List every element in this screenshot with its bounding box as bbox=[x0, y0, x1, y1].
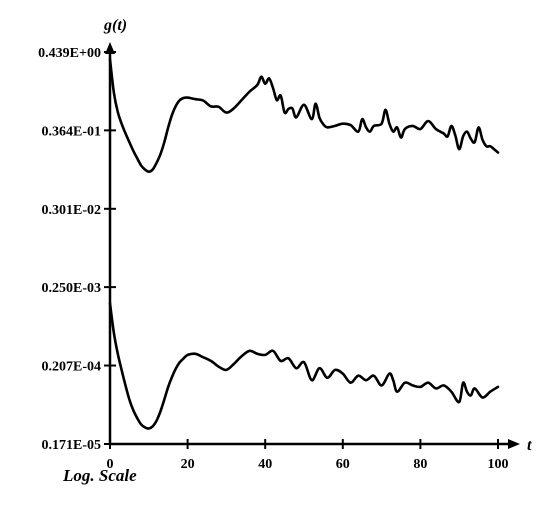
x-tick-label: 0 bbox=[107, 457, 114, 472]
y-tick-label: 0.301E-02 bbox=[42, 203, 102, 218]
x-tick-label: 60 bbox=[336, 457, 350, 472]
x-axis-arrowhead bbox=[508, 439, 520, 449]
x-ticks: 0 20 40 60 80 100 bbox=[107, 439, 509, 472]
scale-note: Log. Scale bbox=[63, 466, 137, 485]
x-tick-label: 40 bbox=[258, 457, 272, 472]
y-ticks: 0.439E+00 0.364E-01 0.301E-02 0.250E-03 0.20… bbox=[38, 46, 116, 453]
series-line-2 bbox=[108, 301, 500, 430]
series-line-1 bbox=[108, 57, 500, 173]
y-tick-label: 0.439E+00 bbox=[38, 46, 101, 61]
y-axis-title: g(t) bbox=[103, 17, 127, 34]
y-tick-label: 0.171E-05 bbox=[42, 438, 102, 453]
x-tick-label: 80 bbox=[413, 457, 427, 472]
y-tick-label: 0.207E-04 bbox=[42, 360, 102, 375]
y-tick-label: 0.364E-01 bbox=[42, 124, 102, 139]
x-axis-title: t bbox=[527, 437, 532, 454]
y-tick-label: 0.250E-03 bbox=[42, 281, 102, 296]
series-group bbox=[108, 57, 500, 430]
axes bbox=[105, 42, 520, 449]
x-tick-label: 100 bbox=[488, 457, 509, 472]
x-tick-label: 20 bbox=[181, 457, 195, 472]
